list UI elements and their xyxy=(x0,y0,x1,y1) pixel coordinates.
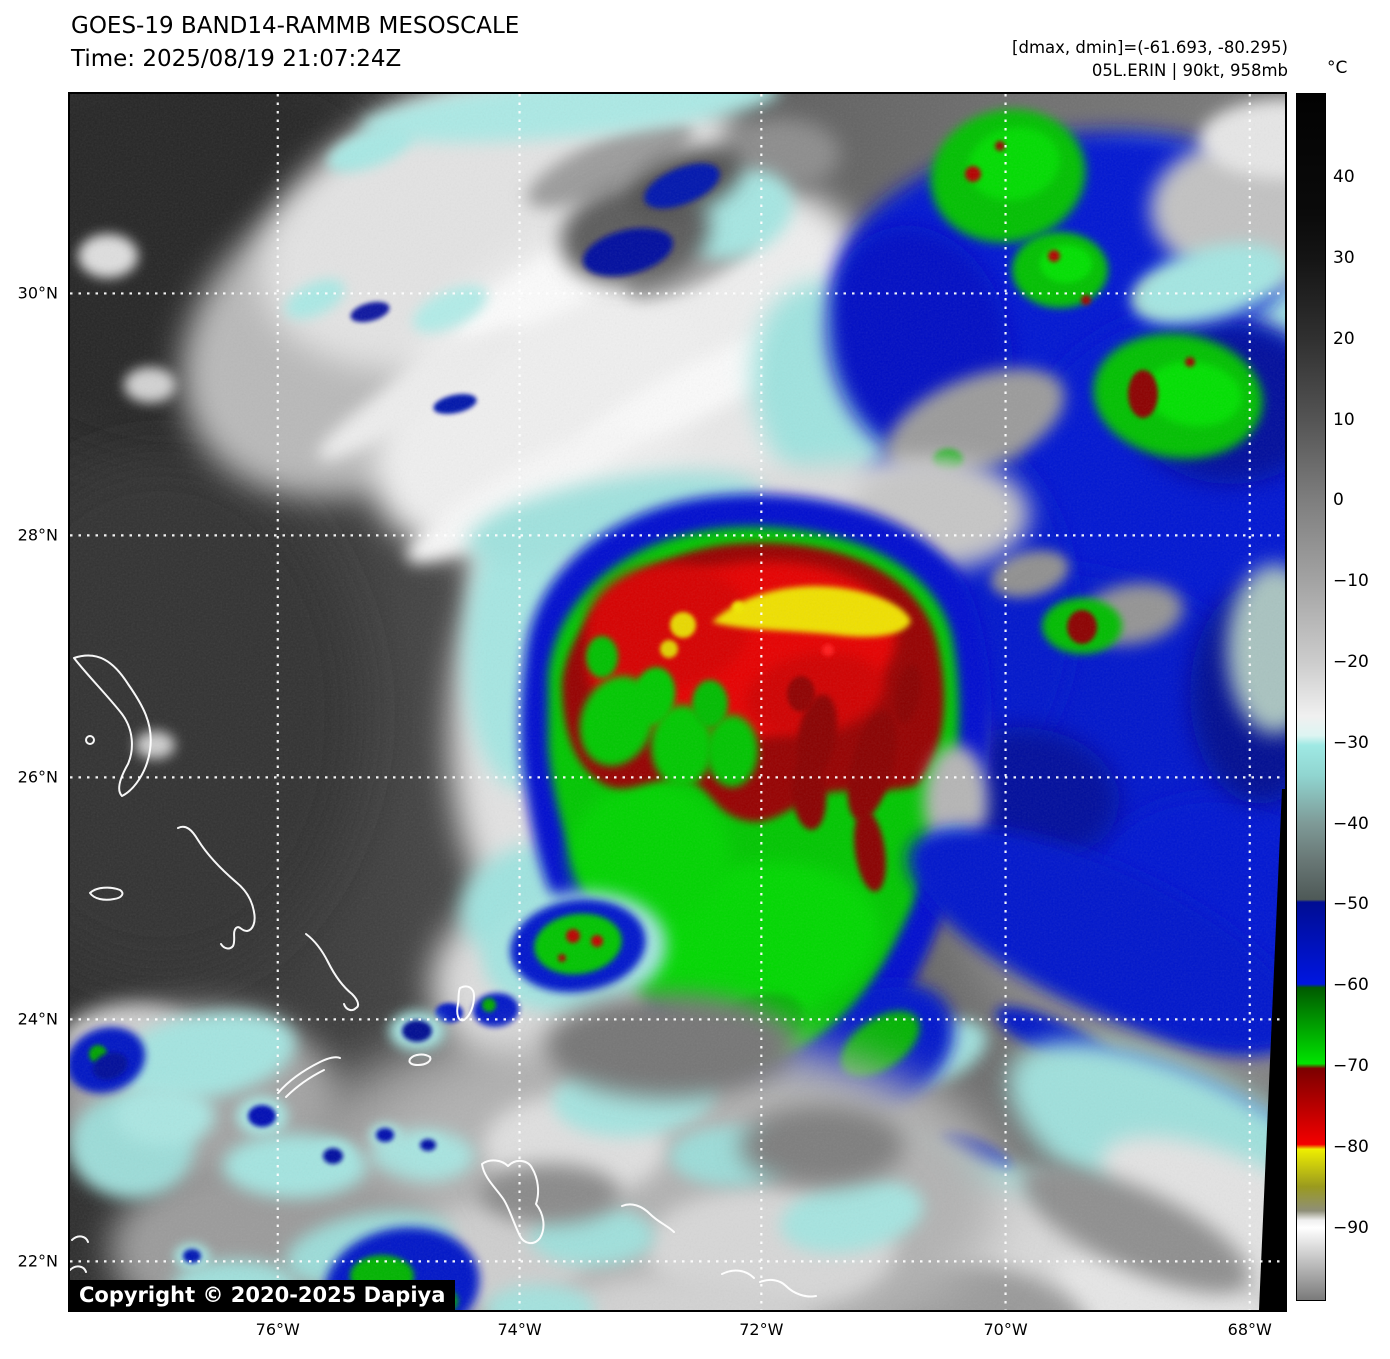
latitude-tick-label: 22°N xyxy=(17,1251,58,1271)
coastlines xyxy=(70,654,817,1298)
colorbar-tick-label: −50 xyxy=(1333,894,1369,915)
graticule-grid xyxy=(70,94,1285,1310)
noise-texture xyxy=(70,94,1285,1310)
header: GOES-19 BAND14-RAMMB MESOSCALE Time: 202… xyxy=(71,10,519,76)
colorbar-tick-label: −70 xyxy=(1333,1056,1369,1077)
colorbar-tick-label: −10 xyxy=(1333,571,1369,592)
latitude-tick-label: 30°N xyxy=(17,283,58,303)
longitude-axis: 76°W 74°W 72°W 70°W 68°W xyxy=(70,1318,1285,1348)
colorbar-tick-label: −80 xyxy=(1333,1136,1369,1157)
longitude-tick-label: 72°W xyxy=(739,1320,784,1339)
longitude-tick-label: 68°W xyxy=(1227,1320,1272,1339)
satellite-imagery xyxy=(70,94,1285,1310)
map-frame xyxy=(68,92,1287,1312)
longitude-tick-label: 70°W xyxy=(983,1320,1028,1339)
colorbar-tick-label: 20 xyxy=(1333,328,1355,349)
colorbar-tick-label: −90 xyxy=(1333,1217,1369,1238)
longitude-tick-label: 76°W xyxy=(255,1320,300,1339)
colorbar-tick-label: 0 xyxy=(1333,490,1344,511)
colorbar-tick-label: −30 xyxy=(1333,732,1369,753)
colorbar-tick-label: −20 xyxy=(1333,652,1369,673)
scan-edge-wedge xyxy=(1259,789,1285,1310)
colorbar-tick-label: −60 xyxy=(1333,975,1369,996)
colorbar-tick-label: 40 xyxy=(1333,167,1355,188)
longitude-tick-label: 74°W xyxy=(497,1320,542,1339)
latitude-tick-label: 26°N xyxy=(17,767,58,787)
colorbar-tick-labels: 40 30 20 10 0 −10 −20 −30 −40 −50 −60 −70 −80 −90 xyxy=(1333,94,1389,1300)
page-title: GOES-19 BAND14-RAMMB MESOSCALE xyxy=(71,13,520,39)
latitude-tick-label: 24°N xyxy=(17,1009,58,1029)
colorbar-gradient xyxy=(1297,94,1325,1300)
latitude-tick-label: 28°N xyxy=(17,525,58,545)
colorbar xyxy=(1296,93,1326,1301)
colorbar-tick-label: 30 xyxy=(1333,248,1355,269)
colorbar-tick-label: 10 xyxy=(1333,409,1355,430)
dmax-dmin-annotation: [dmax, dmin]=(-61.693, -80.295) xyxy=(1012,38,1288,57)
timestamp: Time: 2025/08/19 21:07:24Z xyxy=(71,46,402,72)
latitude-axis: 30°N 28°N 26°N 24°N 22°N xyxy=(0,94,64,1310)
colorbar-tick-label: −40 xyxy=(1333,813,1369,834)
storm-annotation: 05L.ERIN | 90kt, 958mb xyxy=(1091,61,1288,80)
annotation-block: [dmax, dmin]=(-61.693, -80.295) 05L.ERIN… xyxy=(1012,36,1288,82)
copyright-badge: Copyright © 2020-2025 Dapiya xyxy=(70,1280,456,1312)
colorbar-unit-label: °C xyxy=(1327,58,1348,78)
